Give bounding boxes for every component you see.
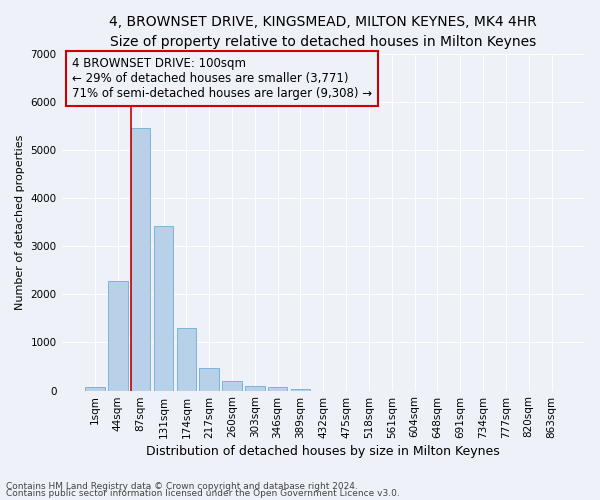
Bar [154, 226, 173, 390]
X-axis label: Distribution of detached houses by size in Milton Keynes: Distribution of detached houses by size … [146, 444, 500, 458]
Text: 4 BROWNSET DRIVE: 100sqm
← 29% of detached houses are smaller (3,771)
71% of sem: 4 BROWNSET DRIVE: 100sqm ← 29% of detach… [72, 57, 372, 100]
Bar [108, 282, 128, 391]
Y-axis label: Number of detached properties: Number of detached properties [15, 134, 25, 310]
Bar [131, 128, 151, 390]
Text: Contains HM Land Registry data © Crown copyright and database right 2024.: Contains HM Land Registry data © Crown c… [6, 482, 358, 491]
Text: Contains public sector information licensed under the Open Government Licence v3: Contains public sector information licen… [6, 489, 400, 498]
Bar [199, 368, 219, 390]
Bar [291, 388, 310, 390]
Title: 4, BROWNSET DRIVE, KINGSMEAD, MILTON KEYNES, MK4 4HR
Size of property relative t: 4, BROWNSET DRIVE, KINGSMEAD, MILTON KEY… [109, 15, 537, 48]
Bar [268, 387, 287, 390]
Bar [176, 328, 196, 390]
Bar [85, 387, 105, 390]
Bar [245, 386, 265, 390]
Bar [222, 381, 242, 390]
